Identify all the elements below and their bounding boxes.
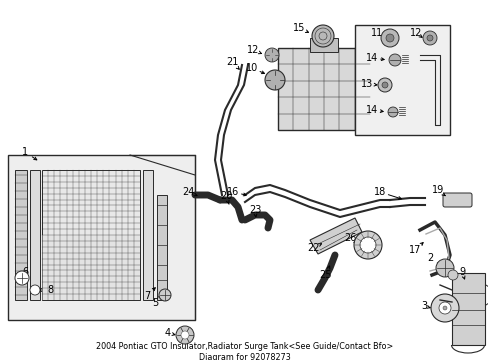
Text: 10: 10 bbox=[245, 63, 258, 73]
Circle shape bbox=[381, 82, 387, 88]
Bar bbox=[309, 38, 337, 52]
Text: 21: 21 bbox=[225, 57, 238, 67]
Bar bbox=[42, 235, 140, 300]
Polygon shape bbox=[309, 218, 361, 254]
Text: 26: 26 bbox=[343, 233, 355, 243]
Circle shape bbox=[159, 289, 171, 301]
Text: 17: 17 bbox=[408, 245, 420, 255]
Text: 3: 3 bbox=[420, 301, 426, 311]
Text: 8: 8 bbox=[47, 285, 53, 295]
Text: 6: 6 bbox=[22, 267, 28, 277]
Bar bbox=[30, 170, 40, 300]
Text: 2: 2 bbox=[426, 253, 432, 263]
Text: 23: 23 bbox=[248, 205, 261, 215]
Text: 16: 16 bbox=[226, 187, 239, 197]
Circle shape bbox=[311, 25, 333, 47]
Circle shape bbox=[380, 29, 398, 47]
Text: 14: 14 bbox=[365, 53, 377, 63]
Text: 15: 15 bbox=[292, 23, 305, 33]
FancyBboxPatch shape bbox=[442, 193, 471, 207]
Text: 9: 9 bbox=[458, 267, 464, 277]
Circle shape bbox=[426, 35, 432, 41]
Bar bbox=[142, 170, 153, 300]
Bar bbox=[8, 155, 195, 320]
Circle shape bbox=[387, 107, 397, 117]
Text: 25: 25 bbox=[319, 270, 331, 280]
Text: 13: 13 bbox=[360, 79, 372, 89]
Bar bbox=[278, 48, 369, 130]
Circle shape bbox=[359, 237, 375, 253]
Bar bbox=[42, 170, 140, 300]
Text: 2004 Pontiac GTO Insulator,Radiator Surge Tank<See Guide/Contact Bfo>
Diagram fo: 2004 Pontiac GTO Insulator,Radiator Surg… bbox=[96, 342, 392, 360]
Bar bbox=[451, 273, 484, 345]
Circle shape bbox=[442, 306, 446, 310]
Text: 11: 11 bbox=[370, 28, 382, 38]
Circle shape bbox=[388, 54, 400, 66]
Text: 18: 18 bbox=[373, 187, 386, 197]
Circle shape bbox=[447, 270, 457, 280]
Text: 5: 5 bbox=[152, 298, 158, 308]
Circle shape bbox=[181, 331, 189, 339]
Text: 7: 7 bbox=[143, 291, 150, 301]
Circle shape bbox=[430, 294, 458, 322]
Circle shape bbox=[422, 31, 436, 45]
Text: 14: 14 bbox=[365, 105, 377, 115]
Bar bbox=[15, 170, 27, 300]
Text: 4: 4 bbox=[164, 328, 171, 338]
Circle shape bbox=[30, 285, 40, 295]
Circle shape bbox=[176, 326, 194, 344]
Text: 12: 12 bbox=[246, 45, 259, 55]
Text: 22: 22 bbox=[306, 243, 319, 253]
Circle shape bbox=[353, 231, 381, 259]
Text: 1: 1 bbox=[22, 147, 28, 157]
Circle shape bbox=[377, 78, 391, 92]
Circle shape bbox=[264, 48, 279, 62]
Text: 12: 12 bbox=[409, 28, 421, 38]
Text: 24: 24 bbox=[182, 187, 194, 197]
Circle shape bbox=[435, 259, 453, 277]
Text: 19: 19 bbox=[431, 185, 443, 195]
Circle shape bbox=[264, 70, 285, 90]
Bar bbox=[354, 25, 449, 135]
Circle shape bbox=[438, 302, 450, 314]
Circle shape bbox=[15, 271, 29, 285]
Circle shape bbox=[385, 34, 393, 42]
Bar bbox=[157, 195, 167, 300]
Text: 20: 20 bbox=[220, 191, 232, 201]
